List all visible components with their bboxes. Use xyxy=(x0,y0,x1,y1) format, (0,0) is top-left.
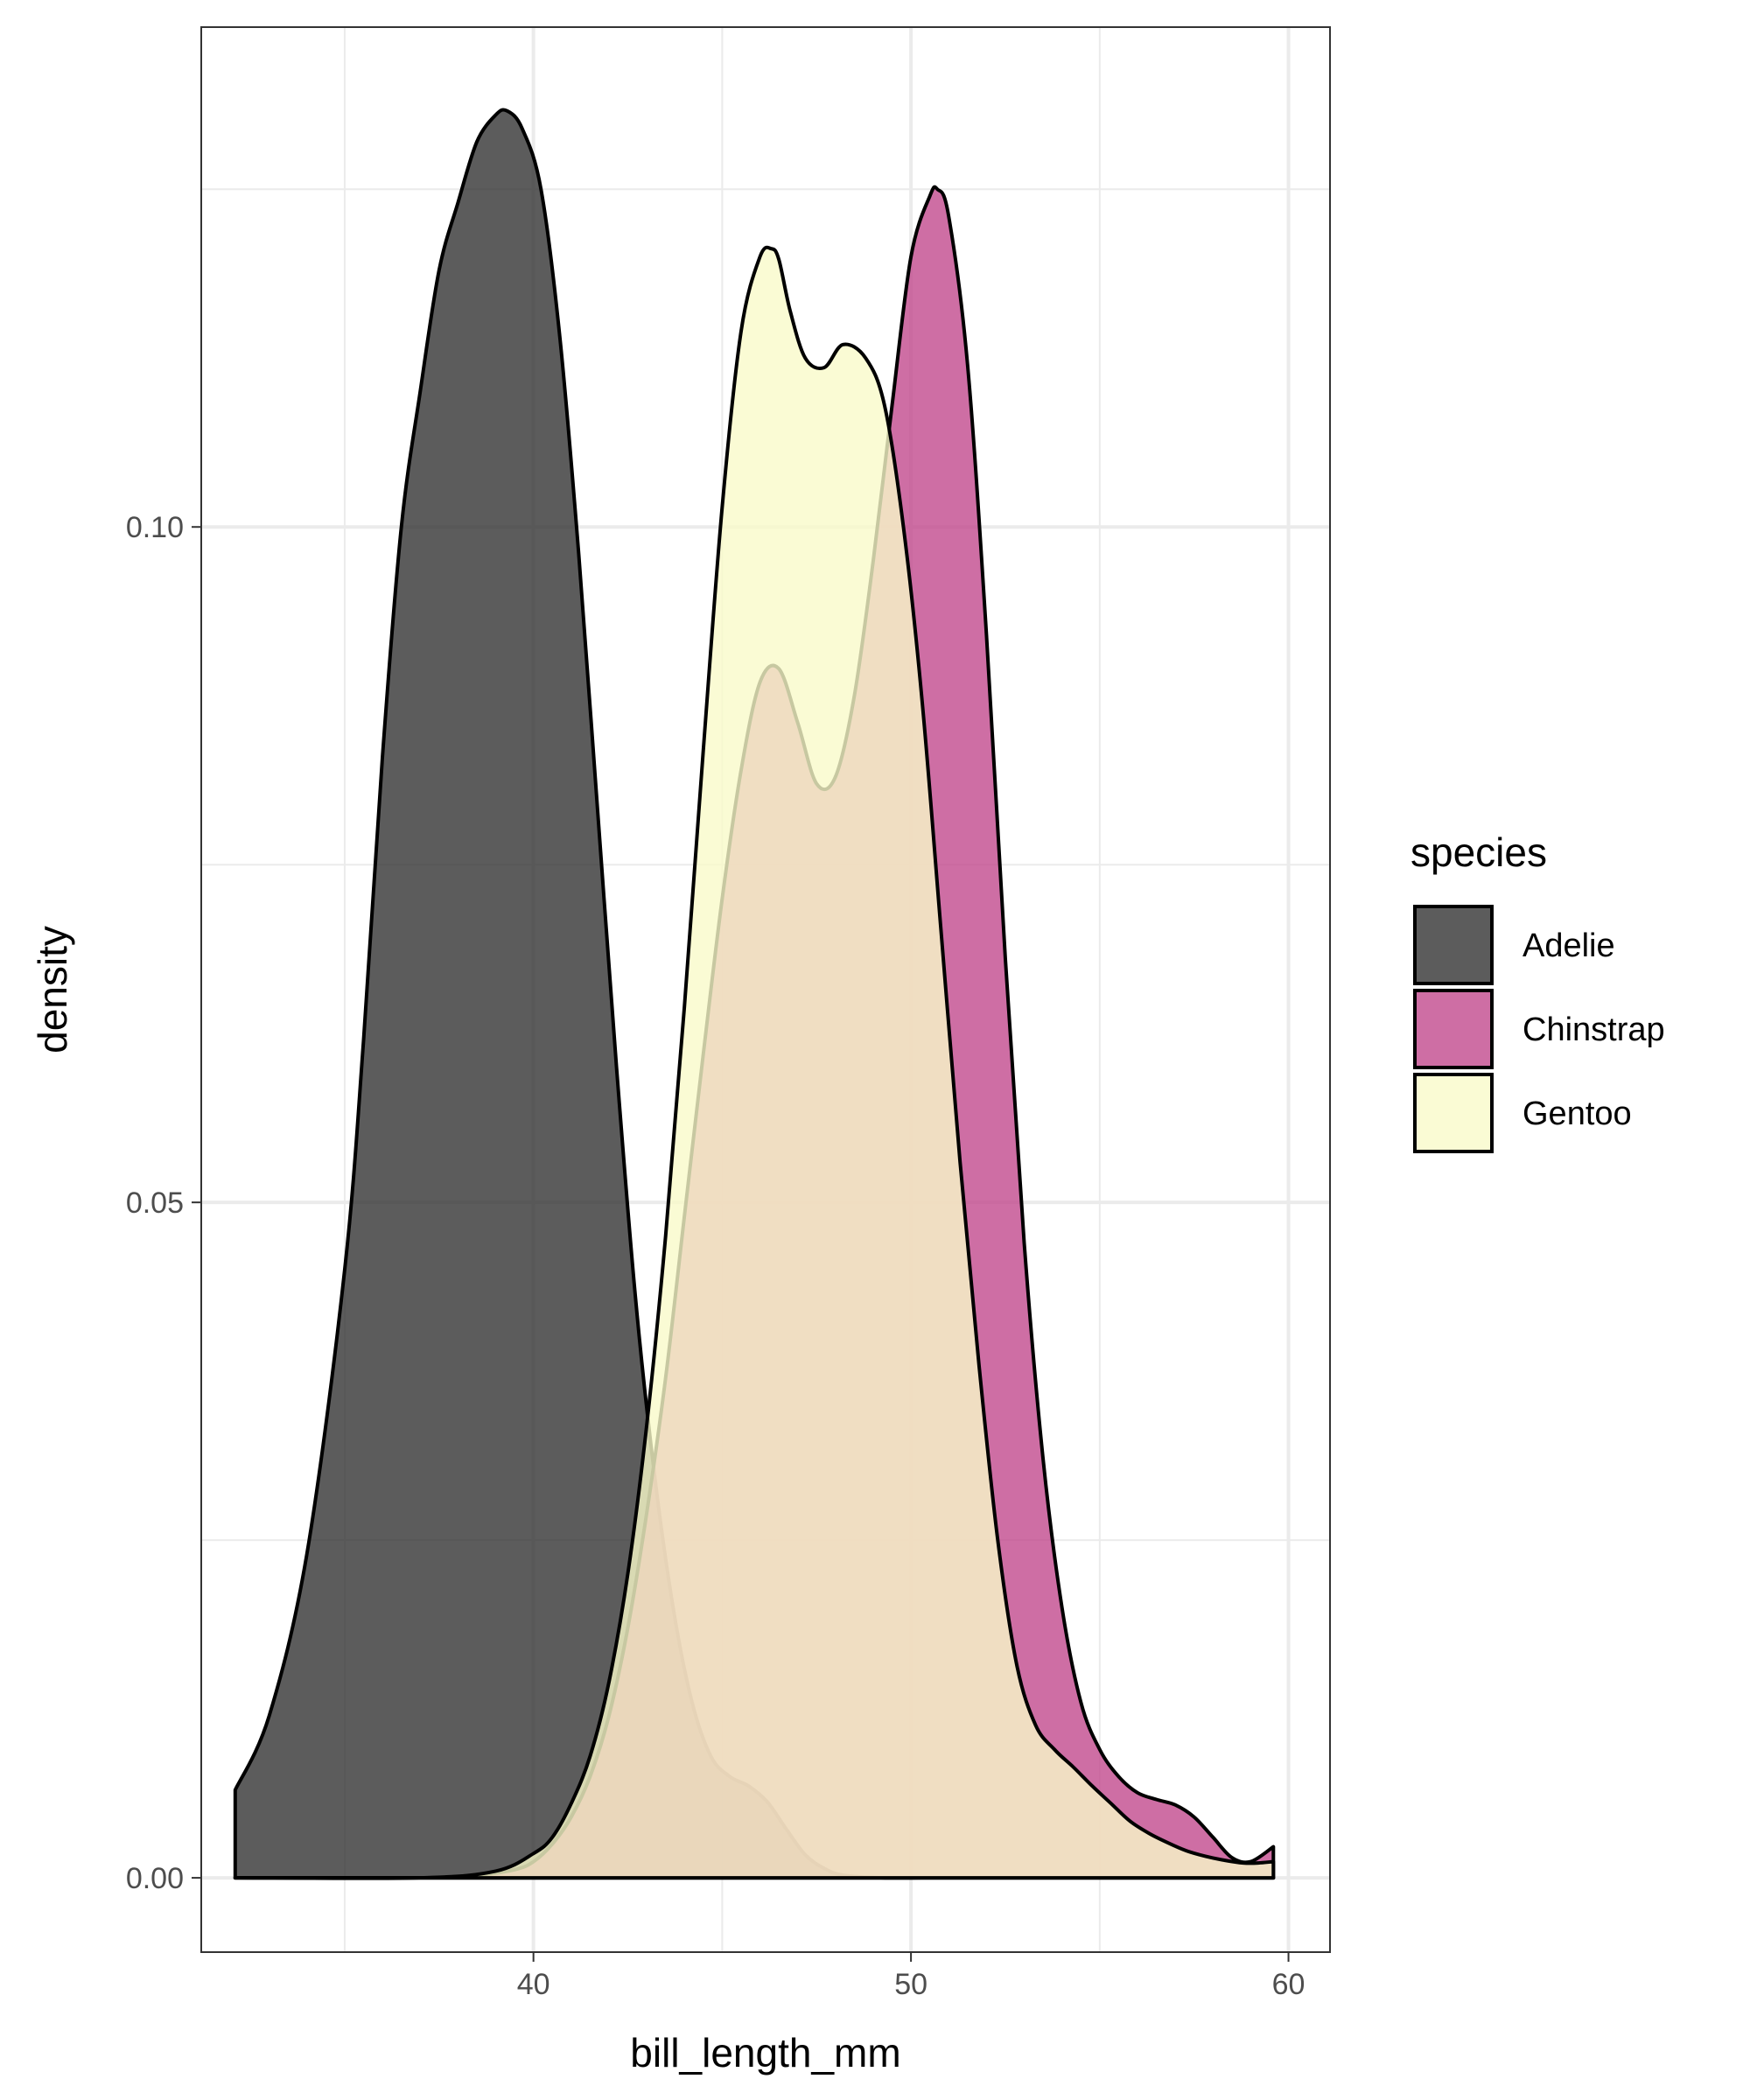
y-tick-label: 0.10 xyxy=(126,511,184,544)
y-tick-label: 0.05 xyxy=(126,1186,184,1220)
y-tick-label: 0.00 xyxy=(126,1862,184,1895)
legend-title: species xyxy=(1410,830,1547,875)
legend-label-chinstrap: Chinstrap xyxy=(1522,1012,1665,1048)
panel-border xyxy=(200,26,1331,1953)
legend-key-chinstrap xyxy=(1413,989,1494,1069)
x-tick-label: 50 xyxy=(894,1968,928,2001)
legend-label-gentoo: Gentoo xyxy=(1522,1096,1632,1132)
legend-key-adelie xyxy=(1413,905,1494,985)
y-axis-title: density xyxy=(30,926,75,1054)
x-tick-label: 40 xyxy=(517,1968,550,2001)
legend-label-adelie: Adelie xyxy=(1522,928,1615,964)
legend-key-gentoo xyxy=(1413,1073,1494,1153)
legend: species Adelie Chinstrap Gentoo xyxy=(1410,830,1665,1153)
density-areas xyxy=(233,108,1276,1880)
density-area-gentoo xyxy=(233,245,1276,1880)
y-axis: 0.00 0.05 0.10 xyxy=(126,511,201,1895)
x-axis-title: bill_length_mm xyxy=(630,2030,900,2076)
x-axis: 40 50 60 xyxy=(517,1952,1306,2001)
x-tick-label: 60 xyxy=(1272,1968,1306,2001)
